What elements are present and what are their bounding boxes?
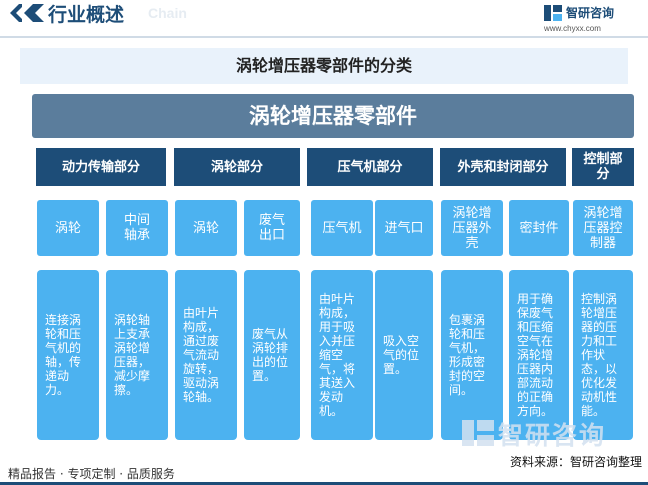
description-text: 包裹涡轮和压气机，形成密封的空间。 <box>449 313 495 397</box>
page-header: 行业概述 Chain 智研咨询 www.chyxx.com <box>0 0 648 36</box>
watermark-mark-icon <box>462 420 494 446</box>
component-box: 中间轴承 <box>106 200 168 256</box>
category-turbine: 涡轮部分 <box>174 148 300 186</box>
component-box: 涡轮 <box>175 200 237 256</box>
component-box: 涡轮 <box>37 200 99 256</box>
component-description: 由叶片构成，用于吸入并压缩空气，将其送入发动机。 <box>311 270 373 440</box>
description-text: 控制涡轮增压器的压力和工作状态，以优化发动机性能。 <box>581 292 625 418</box>
category-compressor: 压气机部分 <box>307 148 433 186</box>
brand-mark-icon <box>544 5 562 21</box>
header-ghost-text: Chain <box>148 5 187 21</box>
category-power-transmission: 动力传输部分 <box>36 148 166 186</box>
section-title: 行业概述 <box>48 0 124 27</box>
description-text: 涡轮轴上支承涡轮增压器，减少摩擦。 <box>114 313 160 397</box>
category-control: 控制部分 <box>572 148 634 186</box>
description-text: 用于确保废气和压缩空气在涡轮增压器内部流动的正确方向。 <box>517 292 561 418</box>
component-box: 涡轮增压器外壳 <box>441 200 503 256</box>
component-description: 用于确保废气和压缩空气在涡轮增压器内部流动的正确方向。 <box>509 270 569 440</box>
double-chevron-icon <box>8 4 48 22</box>
root-node: 涡轮增压器零部件 <box>32 94 634 138</box>
diagram-title: 涡轮增压器零部件的分类 <box>20 48 628 84</box>
component-box: 涡轮增压器控制器 <box>573 200 633 256</box>
watermark-logo: 智研咨询 <box>462 416 638 450</box>
description-text: 由叶片构成，用于吸入并压缩空气，将其送入发动机。 <box>319 292 365 418</box>
description-text: 连接涡轮和压气机的轴，传递动力。 <box>45 313 91 397</box>
component-description: 包裹涡轮和压气机，形成密封的空间。 <box>441 270 503 440</box>
component-description: 连接涡轮和压气机的轴，传递动力。 <box>37 270 99 440</box>
description-text: 吸入空气的位置。 <box>383 334 425 376</box>
component-box: 压气机 <box>311 200 373 256</box>
description-text: 由叶片构成，通过废气流动旋转，驱动涡轮轴。 <box>183 306 229 404</box>
component-description: 由叶片构成，通过废气流动旋转，驱动涡轮轴。 <box>175 270 237 440</box>
watermark-text: 智研咨询 <box>498 416 606 452</box>
footer-slogan: 精品报告 · 专项定制 · 品质服务 <box>8 465 175 482</box>
footer-source: 资料来源：智研咨询整理 <box>510 453 642 470</box>
brand-name: 智研咨询 <box>566 4 614 21</box>
component-description: 涡轮轴上支承涡轮增压器，减少摩擦。 <box>106 270 168 440</box>
brand-logo: 智研咨询 www.chyxx.com <box>544 2 634 36</box>
header-divider <box>0 36 648 38</box>
component-box: 密封件 <box>509 200 569 256</box>
brand-url: www.chyxx.com <box>544 24 601 33</box>
component-box: 废气出口 <box>244 200 300 256</box>
component-description: 废气从涡轮排出的位置。 <box>244 270 300 440</box>
component-description: 吸入空气的位置。 <box>375 270 433 440</box>
category-housing-sealing: 外壳和封闭部分 <box>440 148 566 186</box>
component-box: 进气口 <box>375 200 433 256</box>
description-text: 废气从涡轮排出的位置。 <box>252 327 292 383</box>
component-description: 控制涡轮增压器的压力和工作状态，以优化发动机性能。 <box>573 270 633 440</box>
